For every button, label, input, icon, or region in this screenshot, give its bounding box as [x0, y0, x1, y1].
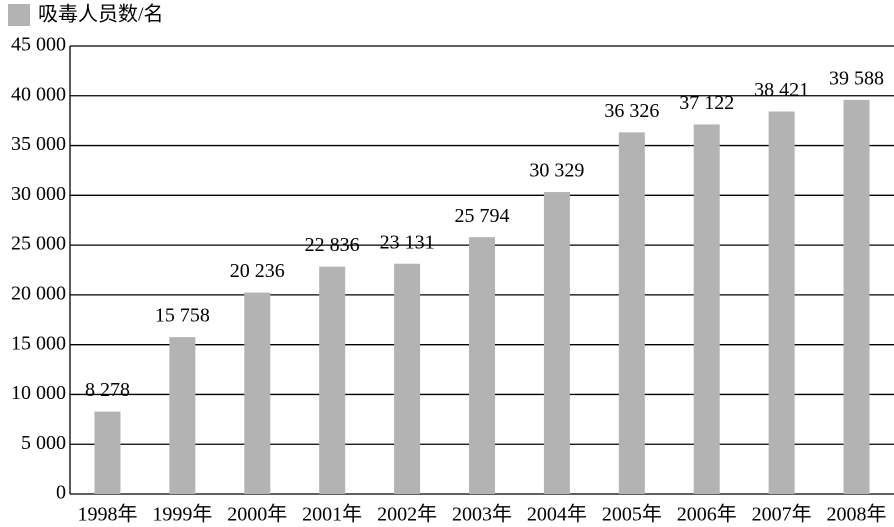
x-tick-label: 2001年	[302, 503, 362, 526]
y-tick-label: 35 000	[11, 133, 66, 155]
y-tick-label: 25 000	[11, 233, 66, 255]
bar	[394, 263, 421, 494]
x-tick-label: 2004年	[527, 503, 587, 526]
bar	[94, 411, 121, 494]
value-label: 37 122	[679, 92, 734, 114]
x-tick-label: 2005年	[602, 503, 662, 526]
value-label: 36 326	[604, 100, 659, 122]
y-tick-label: 20 000	[11, 282, 66, 304]
x-tick-label: 2003年	[452, 503, 512, 526]
value-label: 23 131	[380, 231, 435, 253]
bar	[618, 132, 645, 494]
x-tick-label: 1999年	[152, 503, 212, 526]
y-tick-label: 15 000	[11, 332, 66, 354]
y-tick-label: 30 000	[11, 183, 66, 205]
x-tick-label: 2007年	[752, 503, 812, 526]
value-label: 15 758	[155, 305, 210, 327]
bar	[693, 124, 720, 494]
bar	[843, 99, 870, 495]
bar	[768, 111, 795, 495]
value-label: 20 236	[230, 260, 285, 282]
x-tick-label: 1998年	[77, 503, 137, 526]
value-label: 39 588	[829, 67, 884, 89]
y-tick-label: 5 000	[21, 432, 66, 454]
y-tick-label: 40 000	[11, 83, 66, 105]
x-tick-label: 2008年	[827, 503, 887, 526]
value-label: 38 421	[754, 79, 809, 101]
y-tick-label: 0	[56, 482, 66, 504]
bar	[469, 237, 495, 494]
bar	[169, 337, 196, 494]
value-label: 25 794	[455, 205, 510, 227]
bar	[543, 192, 570, 494]
x-tick-label: 2000年	[227, 503, 287, 526]
bar	[244, 292, 271, 494]
y-tick-label: 10 000	[11, 382, 66, 404]
bar	[319, 266, 346, 494]
x-tick-label: 2006年	[677, 503, 737, 526]
legend-label: 吸毒人员数/名	[38, 3, 164, 26]
value-label: 30 329	[529, 160, 584, 182]
legend-swatch	[8, 4, 30, 26]
x-tick-label: 2002年	[377, 503, 437, 526]
value-label: 8 278	[85, 379, 130, 401]
value-label: 22 836	[305, 234, 360, 256]
y-tick-label: 45 000	[11, 34, 66, 56]
